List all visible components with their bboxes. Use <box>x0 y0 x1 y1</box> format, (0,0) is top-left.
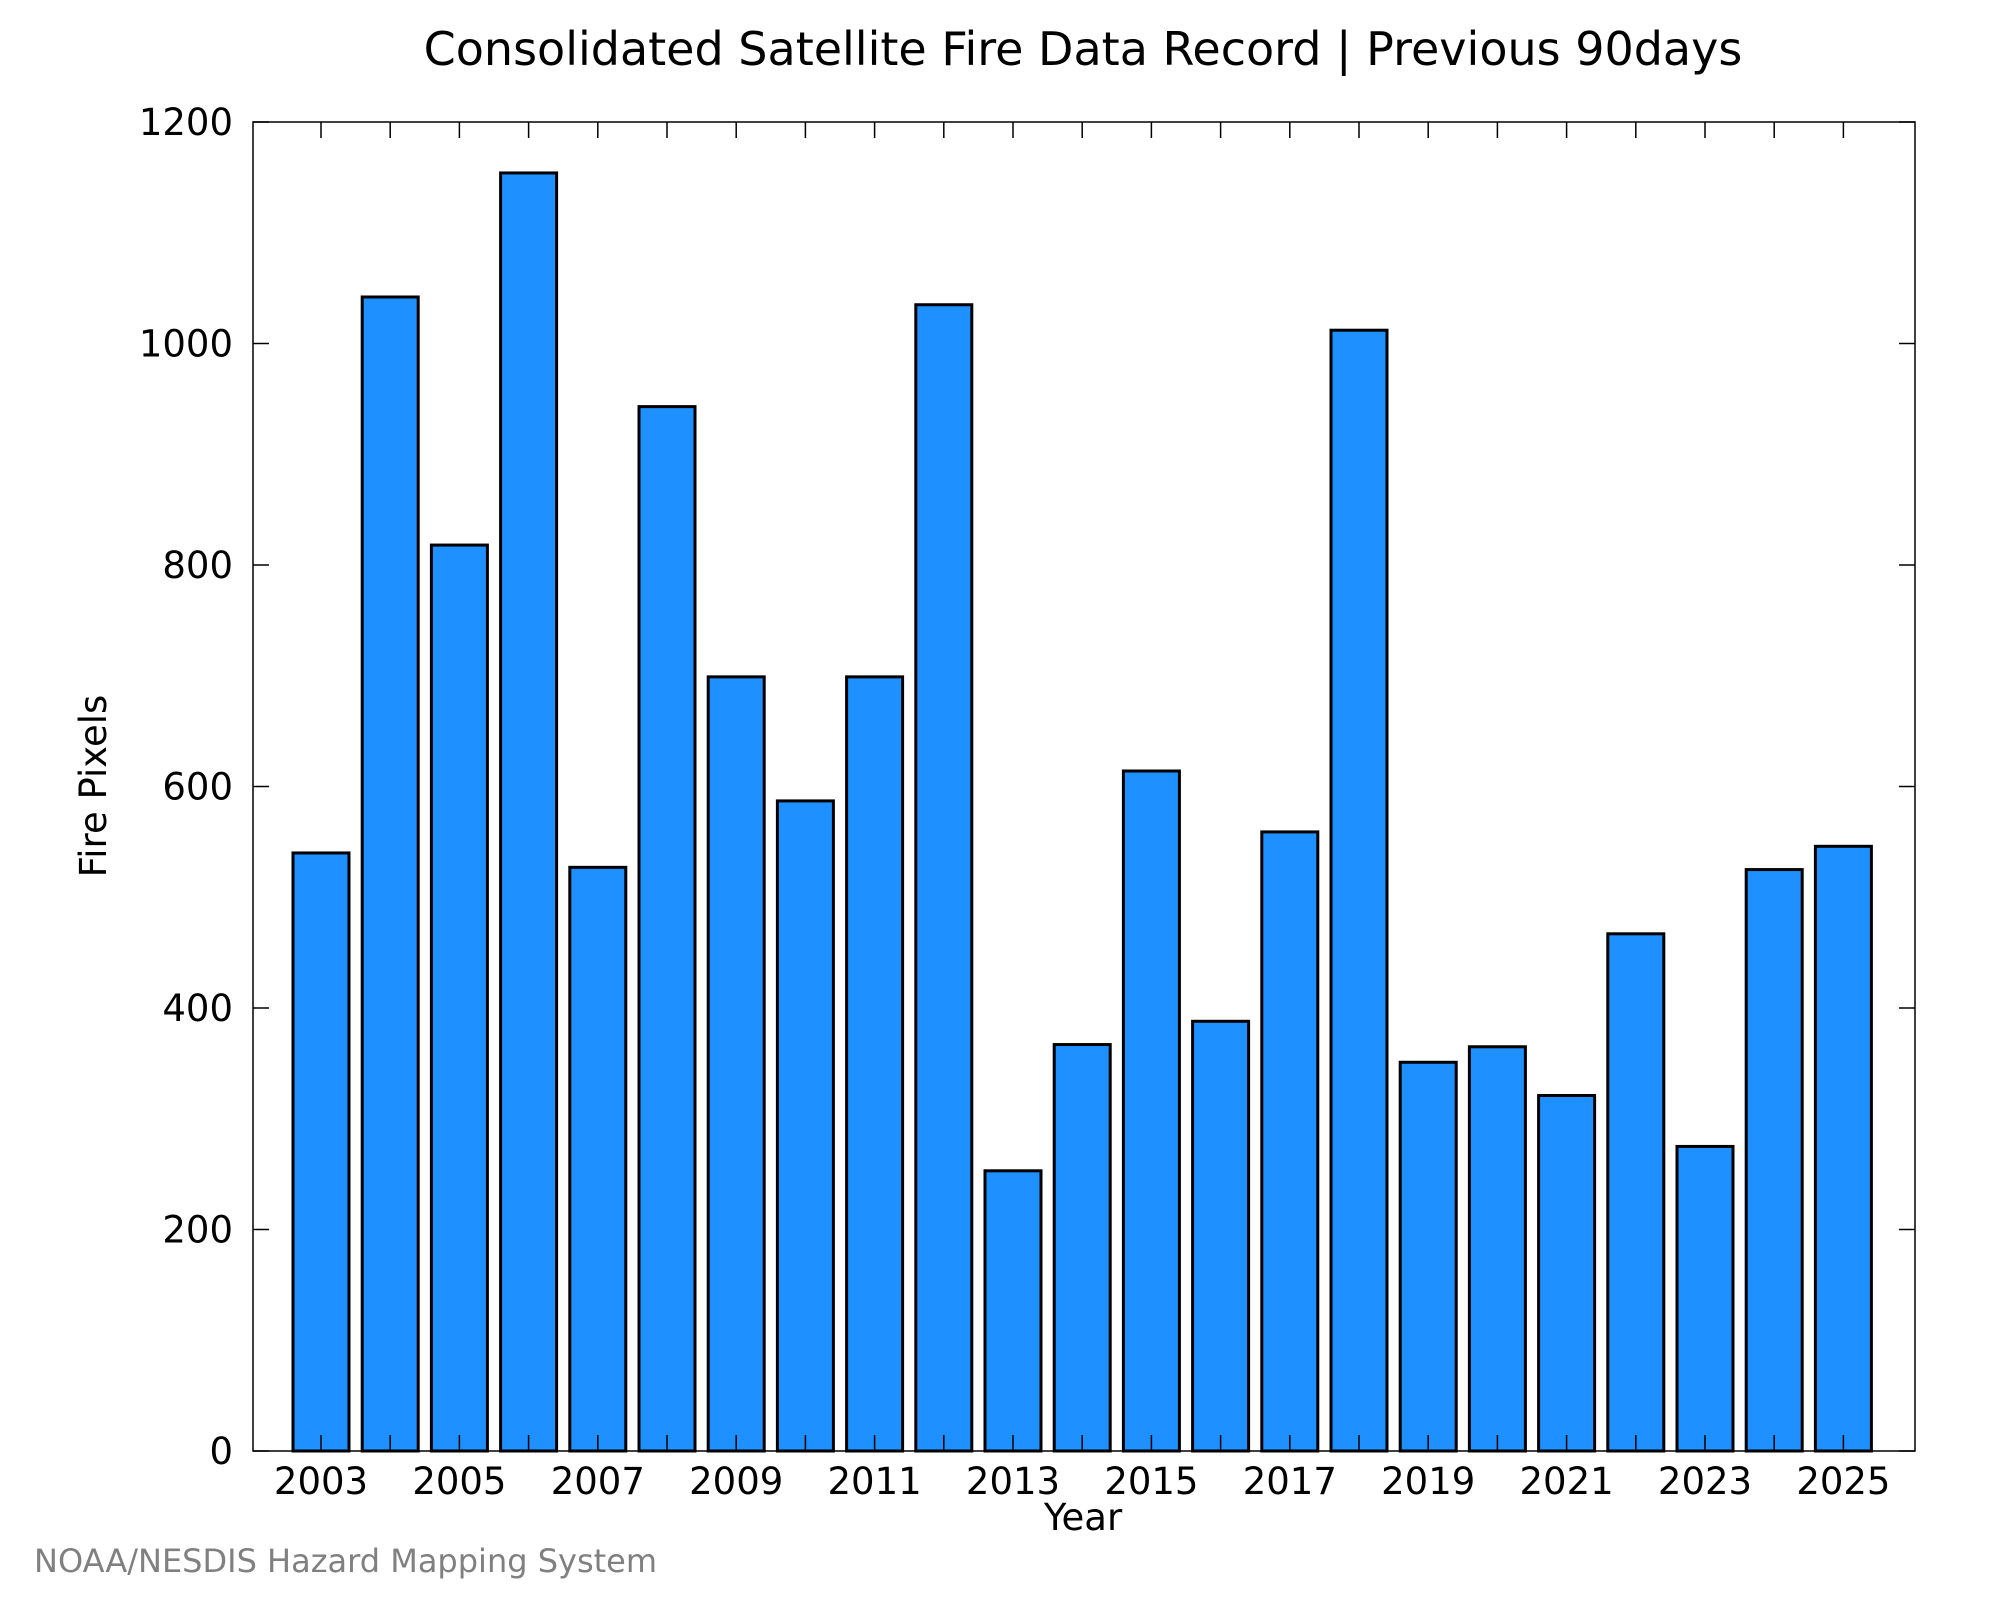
x-tick-label-2003: 2003 <box>274 1460 368 1503</box>
bar-2005 <box>429 543 489 1453</box>
x-tick-label-2023: 2023 <box>1658 1460 1752 1503</box>
bar-2008 <box>637 405 697 1453</box>
y-tick-label-1200: 1200 <box>139 101 233 144</box>
bar-2013 <box>983 1169 1043 1453</box>
x-tick-label-2005: 2005 <box>412 1460 506 1503</box>
bar-2025 <box>1813 844 1873 1453</box>
x-tick-label-2009: 2009 <box>689 1460 783 1503</box>
y-axis-label: Fire Pixels <box>72 695 115 878</box>
bar-2003 <box>291 851 351 1453</box>
ticks-layer <box>253 121 1915 1452</box>
bar-2019 <box>1398 1060 1458 1453</box>
x-tick-label-2021: 2021 <box>1520 1460 1614 1503</box>
bars-layer <box>291 171 1873 1453</box>
x-tick-label-2007: 2007 <box>551 1460 645 1503</box>
bar-2012 <box>914 303 974 1453</box>
bar-2007 <box>568 865 628 1453</box>
chart-title: Consolidated Satellite Fire Data Record … <box>424 22 1743 77</box>
y-tick-label-400: 400 <box>162 987 233 1030</box>
y-tick-label-600: 600 <box>162 766 233 809</box>
x-tick-label-2017: 2017 <box>1243 1460 1337 1503</box>
y-tick-label-800: 800 <box>162 544 233 587</box>
y-tick-label-200: 200 <box>162 1209 233 1252</box>
x-tick-label-2019: 2019 <box>1381 1460 1475 1503</box>
bar-2010 <box>775 799 835 1453</box>
bar-2024 <box>1744 868 1804 1453</box>
bar-2023 <box>1675 1144 1735 1453</box>
y-tick-labels: 0 200 400 600 800 1000 1200 <box>139 101 233 1473</box>
bar-2006 <box>499 171 559 1453</box>
bar-2020 <box>1467 1045 1527 1453</box>
x-tick-label-2025: 2025 <box>1796 1460 1890 1503</box>
bar-2015 <box>1121 769 1181 1453</box>
bar-2022 <box>1606 932 1666 1453</box>
x-tick-label-2013: 2013 <box>966 1460 1060 1503</box>
bar-2016 <box>1191 1019 1251 1453</box>
bar-2018 <box>1329 328 1389 1453</box>
bar-2004 <box>360 295 420 1453</box>
credit-text: NOAA/NESDIS Hazard Mapping System <box>34 1542 657 1580</box>
bar-2009 <box>706 675 766 1453</box>
y-tick-label-0: 0 <box>209 1430 233 1473</box>
x-axis-label: Year <box>1043 1496 1123 1539</box>
bar-2017 <box>1260 830 1320 1453</box>
x-tick-labels: 2003 2005 2007 2009 2011 2013 2015 2017 2019 2021… <box>274 1460 1891 1503</box>
y-tick-label-1000: 1000 <box>139 323 233 366</box>
bar-2014 <box>1052 1043 1112 1453</box>
bar-2011 <box>845 675 905 1453</box>
x-tick-label-2011: 2011 <box>828 1460 922 1503</box>
bar-2021 <box>1537 1093 1597 1453</box>
x-tick-label-2015: 2015 <box>1104 1460 1198 1503</box>
